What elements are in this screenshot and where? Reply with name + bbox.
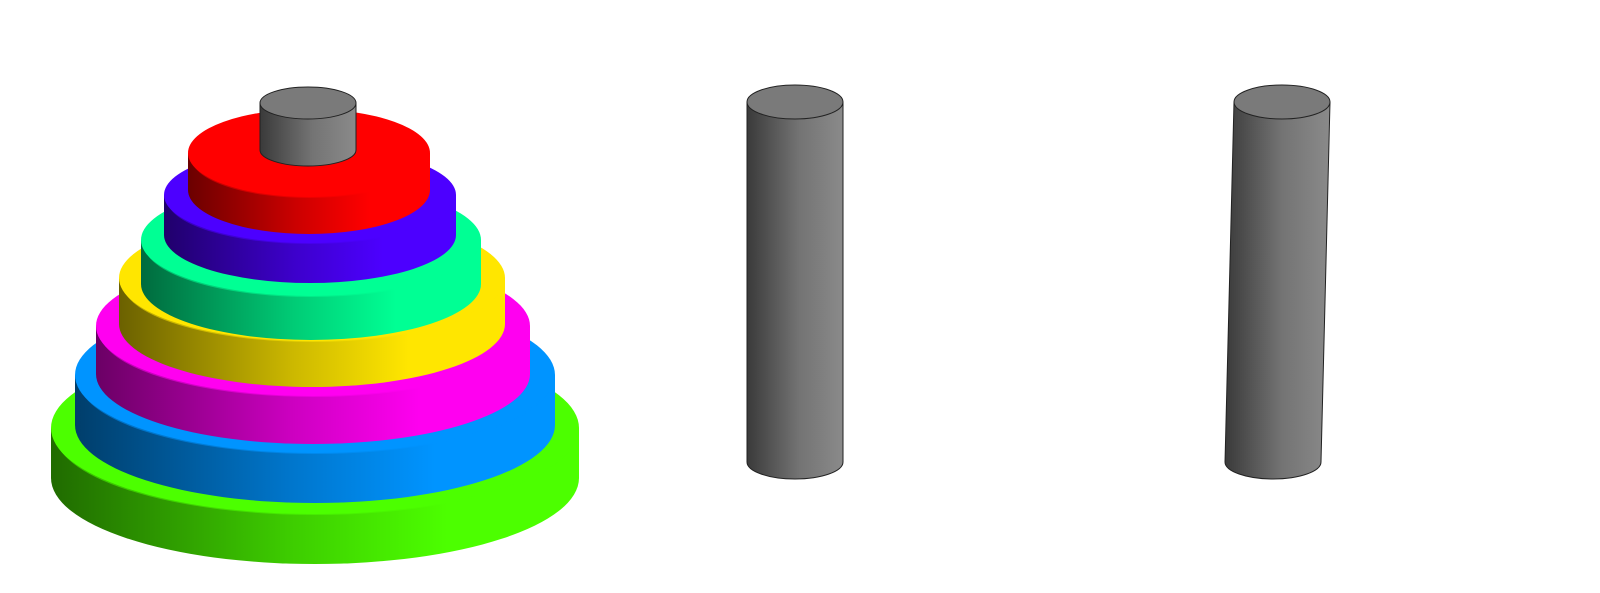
disk-red[interactable] xyxy=(188,109,430,234)
peg-right[interactable] xyxy=(1224,84,1331,480)
peg-left-stack xyxy=(51,109,579,564)
peg-middle[interactable] xyxy=(746,84,844,480)
peg-left[interactable] xyxy=(259,86,357,167)
